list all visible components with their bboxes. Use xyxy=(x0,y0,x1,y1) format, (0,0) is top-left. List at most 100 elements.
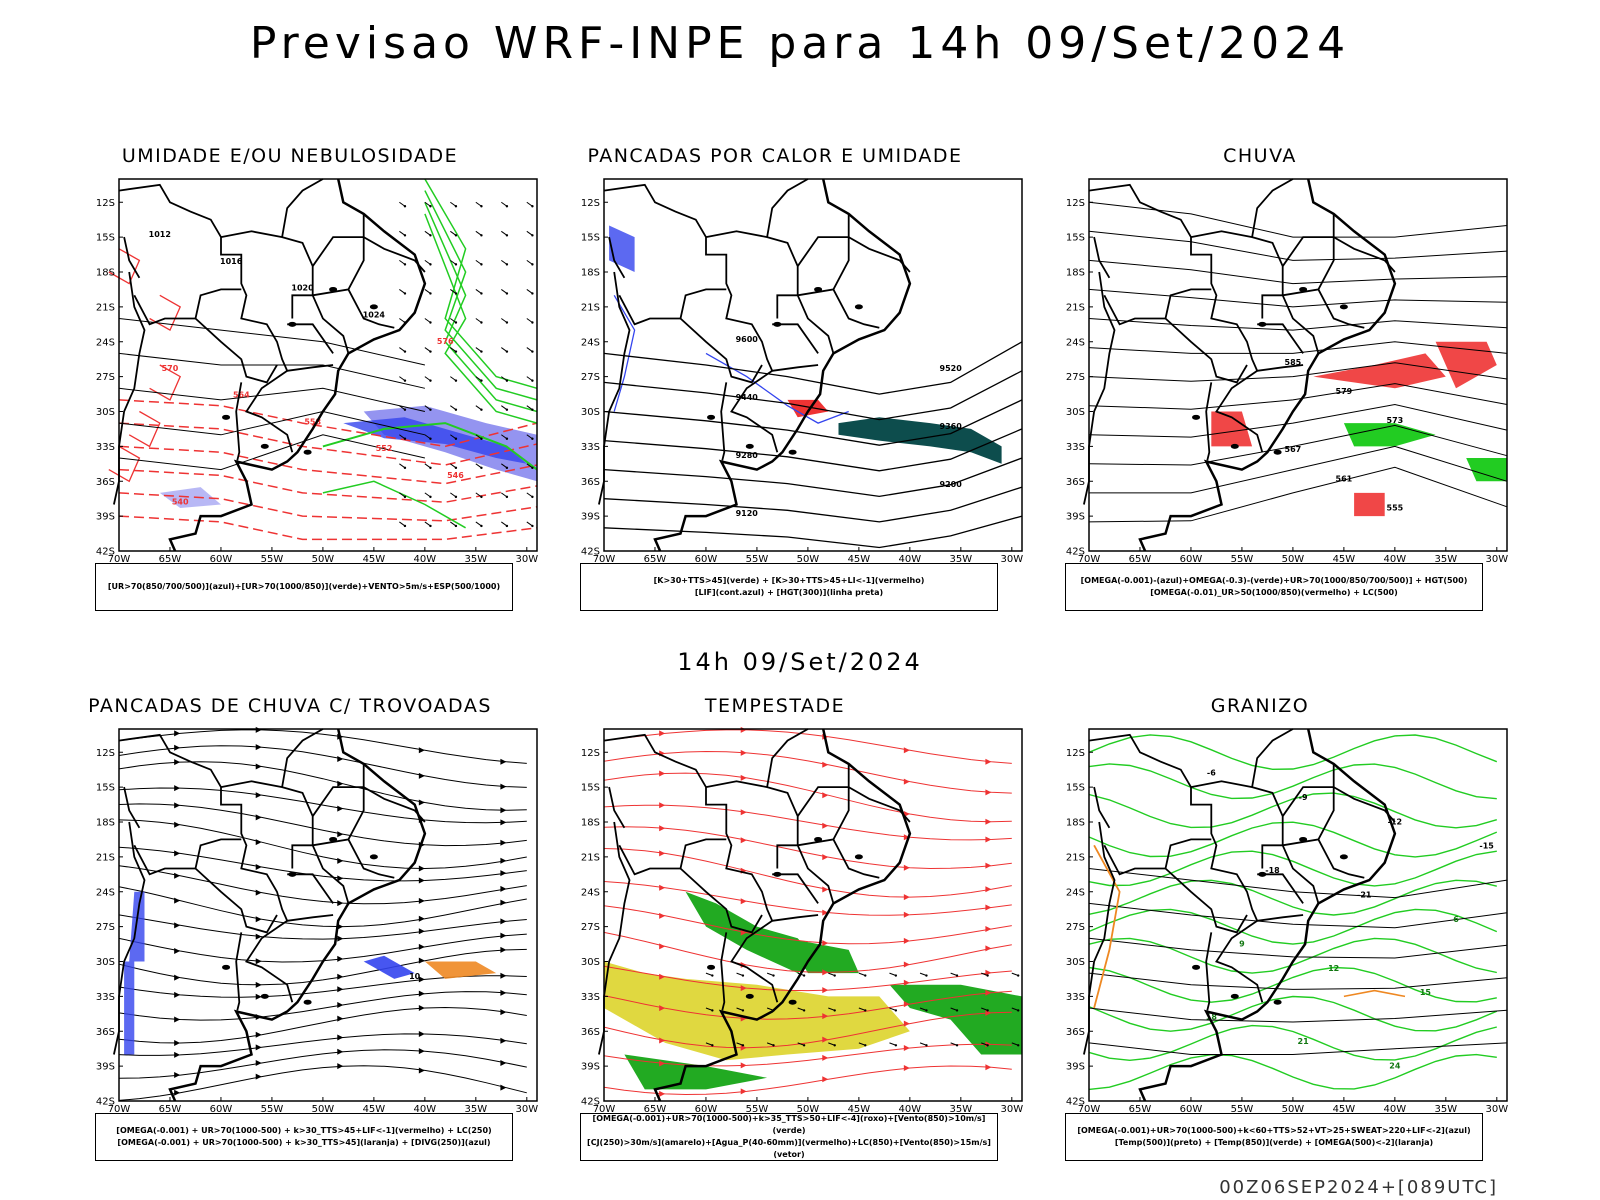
wind-arrow-head xyxy=(480,437,483,440)
streamline xyxy=(603,965,1012,992)
wind-arrow-head xyxy=(711,1044,714,1047)
wind-arrow-head xyxy=(864,974,867,977)
streamline xyxy=(118,787,527,824)
temp500-contour xyxy=(1088,1042,1508,1055)
wind-arrow-head xyxy=(403,350,407,353)
streamline-arrow xyxy=(337,857,344,864)
map-area[interactable]: 585 579 573 567 561 555 12S 15S 18S 21S 24S 27S 30S 3… xyxy=(1066,177,1508,565)
border-line xyxy=(766,178,809,238)
wind-arrow-head xyxy=(505,437,509,440)
contour-value-label: -18 xyxy=(1265,866,1280,875)
border-line xyxy=(287,914,334,922)
streamline-arrow xyxy=(500,885,507,892)
streamline-arrow xyxy=(418,915,425,922)
lat-tick-label: 24S xyxy=(1066,337,1085,348)
streamline-arrow xyxy=(740,1088,747,1095)
streamline-arrow xyxy=(337,1015,344,1022)
wind-arrow-head xyxy=(454,205,458,208)
lake-shape xyxy=(1258,321,1267,327)
lat-tick-label: 36S xyxy=(96,1027,115,1038)
contour-value-label: 585 xyxy=(1285,358,1302,367)
streamline-arrow xyxy=(500,899,507,906)
lake-shape xyxy=(773,321,782,327)
contour-value-label: 1016 xyxy=(220,257,243,266)
streamline-arrow xyxy=(174,974,181,981)
border-line xyxy=(1088,733,1264,1003)
streamline-arrow xyxy=(174,1039,181,1046)
wind-arrow-head xyxy=(986,974,989,977)
border-line xyxy=(235,932,243,1011)
thickness-red-contour xyxy=(118,422,538,466)
map-area[interactable]: 12S 15S 18S 21S 24S 27S 30S 33S 36S 39S 42S 70W 65W 6… xyxy=(581,726,1023,1115)
lat-tick-label: 24S xyxy=(96,337,115,348)
lake-shape xyxy=(369,304,378,310)
lon-tick-label: 30W xyxy=(1485,1104,1508,1115)
temp850-contour xyxy=(1088,879,1497,916)
hgt500-contour xyxy=(1088,466,1508,523)
border-line xyxy=(618,288,727,326)
streamline-arrow xyxy=(255,839,262,846)
legend-line: [Temp(500)](preto) + [Temp(850)](verde) … xyxy=(1114,1138,1434,1147)
legend-line: [OMEGA(-0.001) + UR>70(1000-500) + k>30_… xyxy=(117,1138,491,1147)
wind-arrow-head xyxy=(480,292,483,295)
lat-tick-label: 15S xyxy=(96,783,115,794)
humidity-green-contour xyxy=(424,190,538,401)
border-line xyxy=(1190,230,1284,319)
border-line xyxy=(796,236,850,297)
streamline-arrow xyxy=(500,807,507,814)
wind-arrow-head xyxy=(531,437,534,440)
lon-tick-label: 65W xyxy=(1129,554,1152,565)
lon-tick-label: 60W xyxy=(695,554,718,565)
lat-tick-label: 42S xyxy=(581,547,600,558)
border-line xyxy=(772,364,819,372)
contour-value-label: 1020 xyxy=(291,284,314,293)
lake-shape xyxy=(788,449,797,455)
wind-arrow-head xyxy=(454,495,458,499)
rain-red-area xyxy=(1435,341,1497,389)
lat-tick-label: 24S xyxy=(581,887,600,898)
border-line xyxy=(123,236,141,279)
streamline-arrow xyxy=(985,945,992,952)
wind-arrow-head xyxy=(454,466,458,470)
hgt300-contour xyxy=(603,486,1023,523)
contour-value-label: 570 xyxy=(162,364,179,373)
border-line xyxy=(1317,288,1365,329)
panel-title: TEMPESTADE xyxy=(704,695,846,717)
wind-arrow-head xyxy=(480,350,483,353)
divergence-blue-area xyxy=(124,961,135,1055)
wind-arrow-head xyxy=(480,495,483,499)
border-line xyxy=(720,932,728,1011)
map-area[interactable]: 1012 1016 1020 1024 576 570 564 558 552 546 540 12S… xyxy=(96,177,538,565)
border-line xyxy=(608,786,626,829)
lat-tick-label: 21S xyxy=(581,302,600,313)
rain-red-area xyxy=(1211,411,1253,447)
hgt500-contour xyxy=(1088,318,1508,331)
wind-arrow-head xyxy=(429,437,432,440)
lon-tick-label: 35W xyxy=(1435,1104,1458,1115)
map-area[interactable]: 10 12S 15S 18S 21S 24S 27S 30S 33S 36S 39S 42S 70W 65… xyxy=(96,726,538,1115)
map-area[interactable]: 9600 9520 9440 9360 9280 9200 9120 12S 15S 18S 21S… xyxy=(581,177,1023,565)
wind-arrow-head xyxy=(741,974,745,977)
rain-green-area xyxy=(1466,458,1507,482)
thunderstorm-orange-area xyxy=(424,961,497,979)
streamline-arrow xyxy=(659,1090,666,1097)
streamline-arrow xyxy=(500,972,507,979)
streamline-arrow xyxy=(822,822,829,829)
map-frame xyxy=(1088,178,1508,552)
border-line xyxy=(123,786,141,829)
streamline xyxy=(118,948,527,986)
streamline-arrow xyxy=(500,918,507,925)
wind-arrow-head xyxy=(480,234,483,237)
lake-shape xyxy=(814,286,823,292)
map-frame xyxy=(118,728,538,1102)
streamline xyxy=(118,819,527,870)
lat-tick-label: 15S xyxy=(581,783,600,794)
lat-tick-label: 33S xyxy=(96,442,115,453)
streamline xyxy=(118,761,527,811)
map-area[interactable]: -6 -9 -12 -15 -18 -21 6 9 12 15 18 21 24 12S 15S 18S 21S… xyxy=(1066,727,1508,1115)
streamline xyxy=(118,865,527,905)
rain-red-area xyxy=(1354,492,1385,517)
lon-tick-label: 35W xyxy=(465,1104,488,1115)
lake-shape xyxy=(854,854,863,860)
lon-tick-label: 30W xyxy=(1000,554,1023,565)
